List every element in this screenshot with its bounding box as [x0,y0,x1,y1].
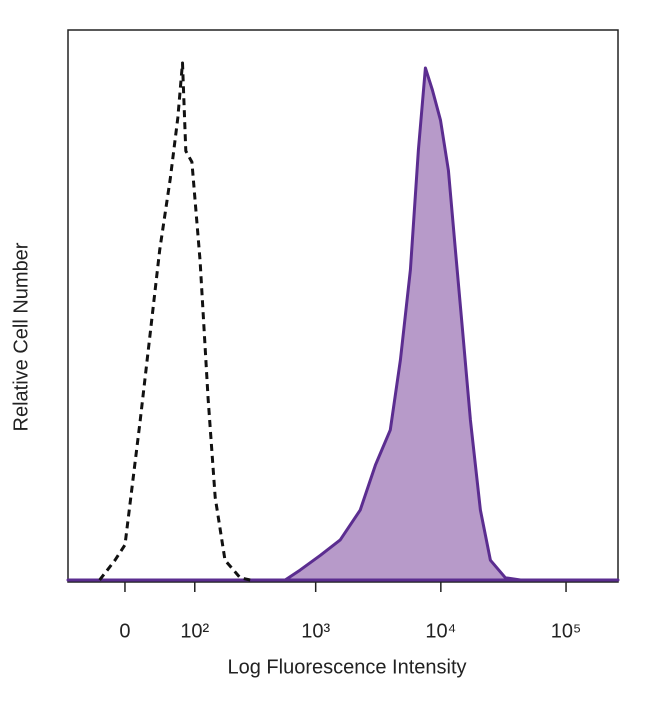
x-tick-label: 10² [180,620,209,642]
x-tick-label: 10³ [301,620,330,642]
x-tick-label: 10⁵ [551,620,582,642]
plot-frame [67,29,619,583]
x-axis-label: Log Fluorescence Intensity [227,656,466,678]
histogram-line [98,61,251,582]
x-tick-label: 0 [119,620,130,642]
x-tick-label: 10⁴ [425,620,456,642]
y-axis-label: Relative Cell Number [10,242,32,431]
histogram-area [66,66,620,582]
